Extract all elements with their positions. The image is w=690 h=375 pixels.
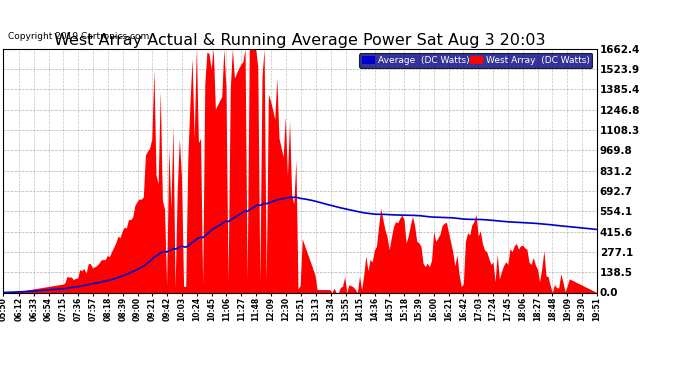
Legend: Average  (DC Watts), West Array  (DC Watts): Average (DC Watts), West Array (DC Watts…: [359, 53, 592, 68]
Text: Copyright 2019 Cartronics.com: Copyright 2019 Cartronics.com: [8, 32, 150, 41]
Title: West Array Actual & Running Average Power Sat Aug 3 20:03: West Array Actual & Running Average Powe…: [55, 33, 546, 48]
